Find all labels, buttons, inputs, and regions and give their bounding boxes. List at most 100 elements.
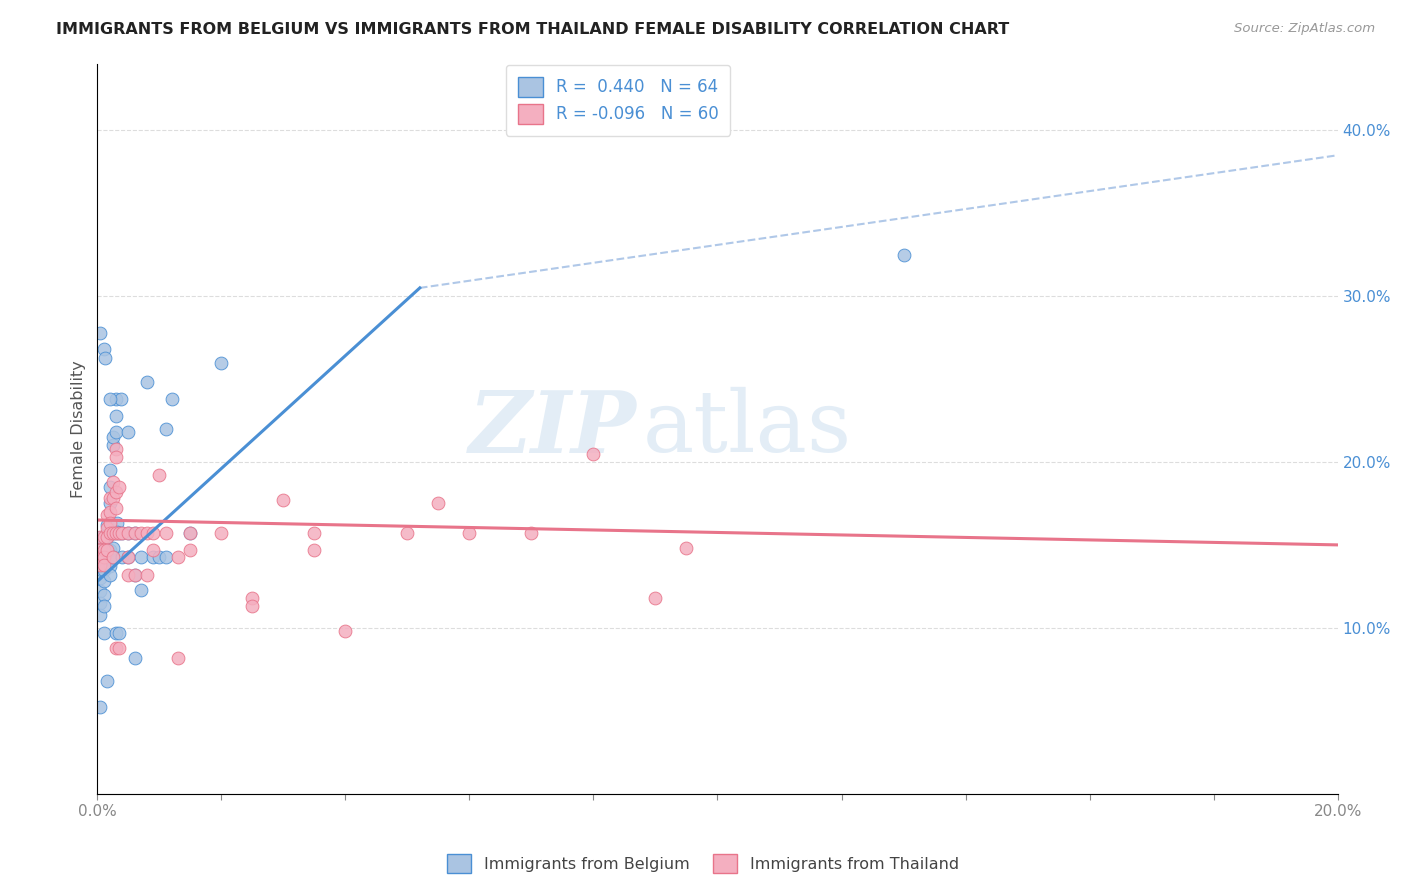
Point <box>124 650 146 665</box>
Point <box>179 542 201 557</box>
Point <box>179 526 201 541</box>
Point <box>104 526 127 541</box>
Point <box>98 516 121 531</box>
Point <box>89 530 111 544</box>
Point <box>105 524 128 539</box>
Point <box>520 526 543 541</box>
Point <box>89 549 111 564</box>
Point <box>96 530 118 544</box>
Point <box>89 571 111 585</box>
Point <box>129 582 152 597</box>
Point <box>110 392 132 406</box>
Text: Source: ZipAtlas.com: Source: ZipAtlas.com <box>1234 22 1375 36</box>
Point <box>396 526 419 541</box>
Point <box>98 551 121 566</box>
Point <box>427 496 450 510</box>
Text: atlas: atlas <box>643 387 852 470</box>
Point <box>101 438 124 452</box>
Point <box>104 392 127 406</box>
Point <box>104 425 127 439</box>
Point <box>91 530 114 544</box>
Point <box>93 588 115 602</box>
Point <box>98 567 121 582</box>
Point <box>101 526 124 541</box>
Point <box>101 430 124 444</box>
Point <box>108 526 131 541</box>
Point <box>893 248 915 262</box>
Point <box>98 526 121 541</box>
Point <box>179 526 201 541</box>
Point <box>124 567 146 582</box>
Point <box>136 526 159 541</box>
Y-axis label: Female Disability: Female Disability <box>72 360 86 498</box>
Point <box>98 463 121 477</box>
Point <box>304 542 326 557</box>
Point <box>96 541 118 556</box>
Point <box>89 326 111 340</box>
Point <box>93 625 115 640</box>
Point <box>117 567 139 582</box>
Point <box>124 526 146 541</box>
Point <box>96 542 118 557</box>
Point <box>167 549 190 564</box>
Point <box>89 584 111 599</box>
Point <box>160 392 183 406</box>
Point <box>209 355 232 369</box>
Point <box>89 558 111 572</box>
Point <box>104 526 127 541</box>
Point <box>98 392 121 406</box>
Point <box>89 700 111 714</box>
Point <box>117 526 139 541</box>
Point <box>167 650 190 665</box>
Point <box>111 526 134 541</box>
Text: IMMIGRANTS FROM BELGIUM VS IMMIGRANTS FROM THAILAND FEMALE DISABILITY CORRELATIO: IMMIGRANTS FROM BELGIUM VS IMMIGRANTS FR… <box>56 22 1010 37</box>
Point <box>129 526 152 541</box>
Point <box>124 526 146 541</box>
Point <box>129 549 152 564</box>
Point <box>111 526 134 541</box>
Point <box>117 549 139 564</box>
Point <box>148 549 170 564</box>
Point <box>117 526 139 541</box>
Point <box>242 599 264 614</box>
Point <box>155 549 177 564</box>
Point <box>142 526 165 541</box>
Point <box>89 541 111 556</box>
Point <box>93 599 115 614</box>
Point <box>98 559 121 574</box>
Point <box>117 425 139 439</box>
Point <box>335 624 357 639</box>
Point <box>242 591 264 605</box>
Point <box>93 563 115 577</box>
Point <box>98 496 121 510</box>
Point <box>93 530 115 544</box>
Point <box>104 640 127 655</box>
Point <box>104 450 127 464</box>
Point <box>98 491 121 506</box>
Point <box>101 491 124 506</box>
Point <box>101 549 124 564</box>
Point <box>91 563 114 577</box>
Point <box>93 551 115 566</box>
Point <box>89 596 111 610</box>
Point <box>458 526 481 541</box>
Point <box>96 521 118 535</box>
Point <box>142 549 165 564</box>
Point <box>108 480 131 494</box>
Point <box>117 549 139 564</box>
Point <box>104 484 127 499</box>
Point <box>644 591 666 605</box>
Point <box>155 422 177 436</box>
Point <box>142 542 165 557</box>
Point <box>94 351 117 365</box>
Point <box>91 546 114 560</box>
Point <box>89 607 111 622</box>
Point <box>273 493 295 508</box>
Point <box>93 574 115 589</box>
Point <box>136 376 159 390</box>
Point <box>111 549 134 564</box>
Point <box>89 542 111 557</box>
Point <box>93 343 115 357</box>
Point <box>155 526 177 541</box>
Point <box>108 526 131 541</box>
